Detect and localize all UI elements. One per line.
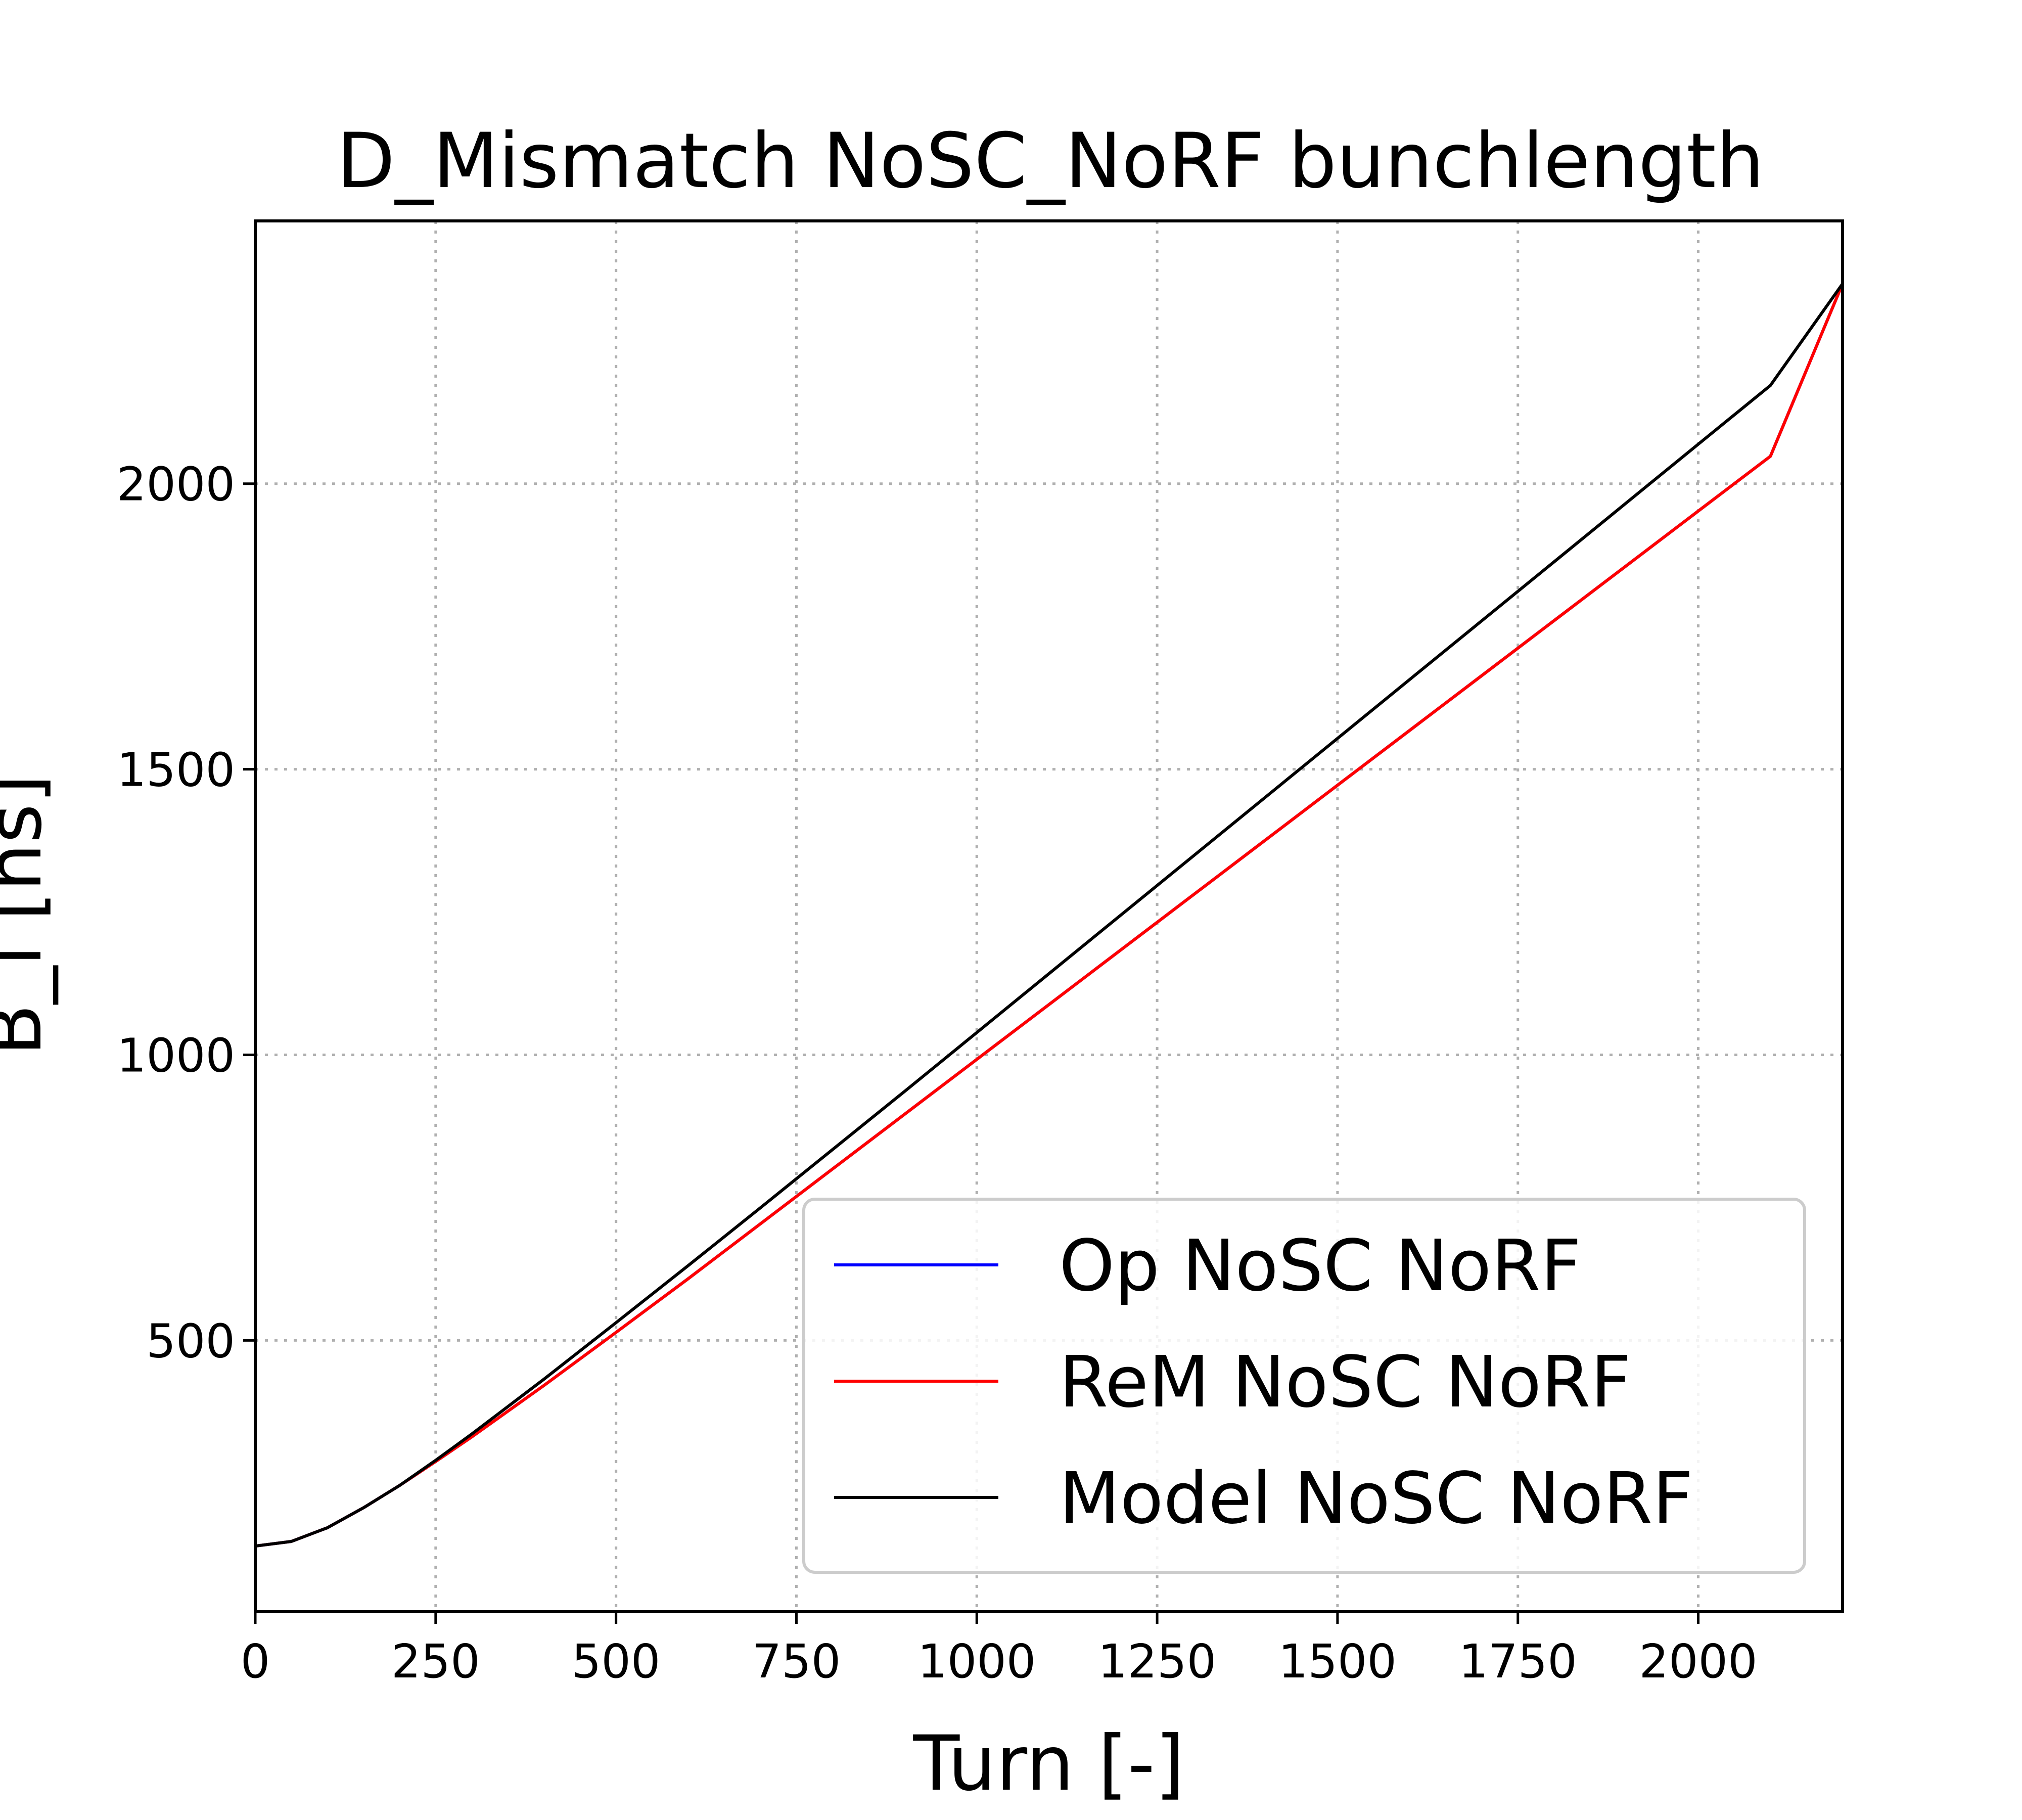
plot-frame (254, 219, 1844, 1613)
x-tick-label: 1500 (1278, 1634, 1397, 1689)
x-tick-label: 1750 (1459, 1634, 1577, 1689)
x-tick-label: 1000 (917, 1634, 1036, 1689)
y-tick-label: 1500 (117, 743, 235, 797)
x-tick-label: 500 (572, 1634, 661, 1689)
x-axis-ticks: 0 250 500 750 1000 1250 1500 1750 2000 (241, 1612, 1758, 1689)
chart-title: D_Mismatch NoSC_NoRF bunchlength (337, 117, 1764, 205)
x-tick-label: 250 (391, 1634, 480, 1689)
y-tick-label: 500 (146, 1314, 235, 1368)
legend-label-1: ReM NoSC NoRF (1059, 1341, 1631, 1424)
series-line-2 (255, 283, 1844, 1548)
legend: Op NoSC NoRF ReM NoSC NoRF Model NoSC NoRF (802, 1198, 1806, 1574)
legend-label-2: Model NoSC NoRF (1059, 1458, 1693, 1540)
series-lines (255, 283, 1844, 1548)
x-tick-label: 2000 (1639, 1634, 1757, 1689)
x-tick-label: 1250 (1098, 1634, 1216, 1689)
y-tick-label: 1000 (117, 1028, 235, 1082)
x-axis-label: Turn [-] (913, 1720, 1185, 1808)
x-tick-label: 750 (752, 1634, 841, 1689)
y-tick-label: 2000 (117, 458, 235, 512)
legend-box (802, 1198, 1806, 1574)
legend-label-0: Op NoSC NoRF (1059, 1225, 1581, 1307)
y-axis-label: B_l [ns] (0, 774, 59, 1056)
x-tick-label: 0 (241, 1634, 270, 1689)
y-axis-ticks: 500 1000 1500 2000 (117, 458, 255, 1368)
